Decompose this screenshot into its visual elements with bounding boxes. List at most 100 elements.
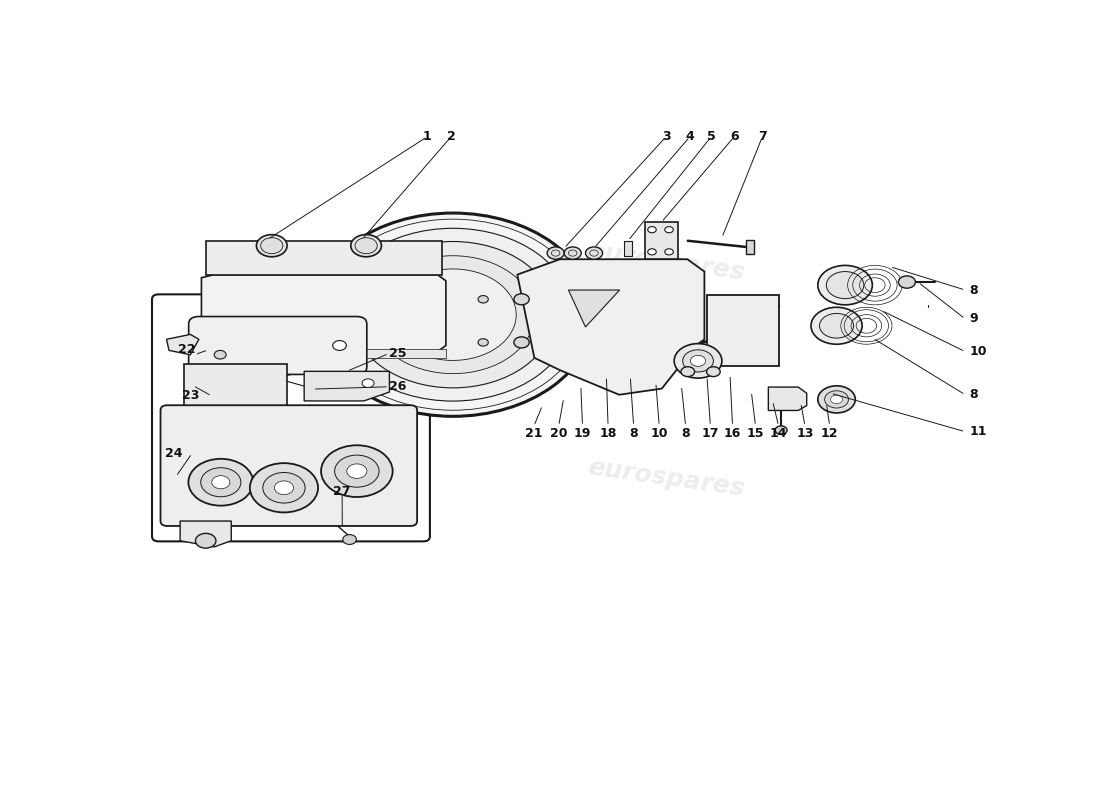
Circle shape (664, 226, 673, 233)
Circle shape (355, 238, 377, 254)
Circle shape (346, 464, 367, 478)
Text: 1: 1 (424, 130, 431, 143)
Circle shape (691, 355, 706, 366)
Circle shape (664, 249, 673, 255)
Circle shape (478, 338, 488, 346)
Text: 27: 27 (333, 485, 351, 498)
Text: 12: 12 (821, 427, 838, 440)
Circle shape (372, 256, 535, 374)
Circle shape (389, 269, 516, 361)
Polygon shape (180, 521, 231, 547)
Text: 23: 23 (182, 390, 199, 402)
Text: 16: 16 (724, 427, 741, 440)
Circle shape (826, 271, 864, 298)
FancyBboxPatch shape (152, 294, 430, 542)
Text: 8: 8 (969, 283, 978, 297)
Text: 15: 15 (747, 427, 764, 440)
Circle shape (547, 247, 564, 259)
Text: 19: 19 (574, 427, 591, 440)
Text: eurospares: eurospares (245, 239, 405, 286)
Text: 10: 10 (650, 427, 668, 440)
Text: eurospares: eurospares (586, 239, 746, 286)
Polygon shape (768, 387, 806, 410)
Text: 24: 24 (165, 446, 183, 460)
Circle shape (683, 350, 714, 372)
Polygon shape (305, 371, 389, 401)
Circle shape (256, 234, 287, 257)
Text: eurospares: eurospares (586, 455, 746, 501)
Circle shape (196, 534, 216, 548)
Text: 17: 17 (702, 427, 719, 440)
Text: 13: 13 (796, 427, 814, 440)
FancyBboxPatch shape (189, 317, 366, 374)
Text: 8: 8 (681, 427, 690, 440)
Circle shape (274, 481, 294, 494)
Circle shape (214, 350, 227, 359)
Circle shape (343, 534, 356, 545)
Text: 11: 11 (969, 426, 987, 438)
Circle shape (333, 228, 572, 401)
Circle shape (564, 247, 581, 259)
Circle shape (209, 359, 231, 375)
Circle shape (312, 213, 594, 416)
Text: 8: 8 (629, 427, 638, 440)
Circle shape (211, 476, 230, 489)
Text: 6: 6 (730, 130, 738, 143)
Circle shape (236, 362, 249, 371)
Circle shape (706, 366, 721, 377)
Circle shape (214, 362, 227, 371)
Circle shape (514, 337, 529, 348)
Circle shape (674, 344, 722, 378)
Circle shape (811, 307, 862, 344)
Circle shape (321, 446, 393, 497)
Circle shape (332, 341, 346, 350)
Text: 2: 2 (447, 130, 455, 143)
Bar (706, 294, 779, 366)
Text: 3: 3 (662, 130, 670, 143)
Text: 22: 22 (178, 343, 196, 356)
Circle shape (817, 386, 856, 413)
Circle shape (825, 390, 848, 408)
Text: 25: 25 (388, 347, 406, 360)
Text: eurospares: eurospares (238, 367, 362, 403)
Text: 4: 4 (685, 130, 694, 143)
Circle shape (352, 242, 554, 388)
Circle shape (231, 359, 253, 375)
Text: 8: 8 (969, 388, 978, 402)
Circle shape (820, 314, 854, 338)
Bar (185, 364, 287, 407)
Circle shape (276, 359, 298, 375)
Circle shape (648, 249, 657, 255)
Text: 10: 10 (969, 345, 987, 358)
Circle shape (188, 459, 253, 506)
Circle shape (334, 455, 379, 487)
Circle shape (261, 238, 283, 254)
Polygon shape (517, 259, 704, 394)
Circle shape (899, 276, 915, 288)
Text: 26: 26 (388, 380, 406, 394)
Circle shape (830, 395, 843, 404)
Text: 5: 5 (707, 130, 716, 143)
Circle shape (351, 234, 382, 257)
Circle shape (681, 366, 694, 377)
Circle shape (280, 362, 293, 371)
Text: 7: 7 (758, 130, 767, 143)
Circle shape (200, 468, 241, 497)
Text: 9: 9 (969, 313, 978, 326)
Circle shape (817, 266, 872, 305)
Polygon shape (201, 349, 446, 358)
Circle shape (250, 463, 318, 513)
Text: 14: 14 (770, 427, 788, 440)
Polygon shape (569, 290, 619, 327)
Bar (646, 222, 678, 259)
FancyBboxPatch shape (161, 406, 417, 526)
Circle shape (776, 426, 788, 434)
Text: 20: 20 (550, 427, 568, 440)
Circle shape (478, 295, 488, 303)
Polygon shape (201, 274, 446, 352)
Circle shape (253, 359, 276, 375)
Bar (746, 239, 755, 254)
Circle shape (362, 379, 374, 387)
Bar (206, 241, 441, 274)
Circle shape (258, 362, 271, 371)
